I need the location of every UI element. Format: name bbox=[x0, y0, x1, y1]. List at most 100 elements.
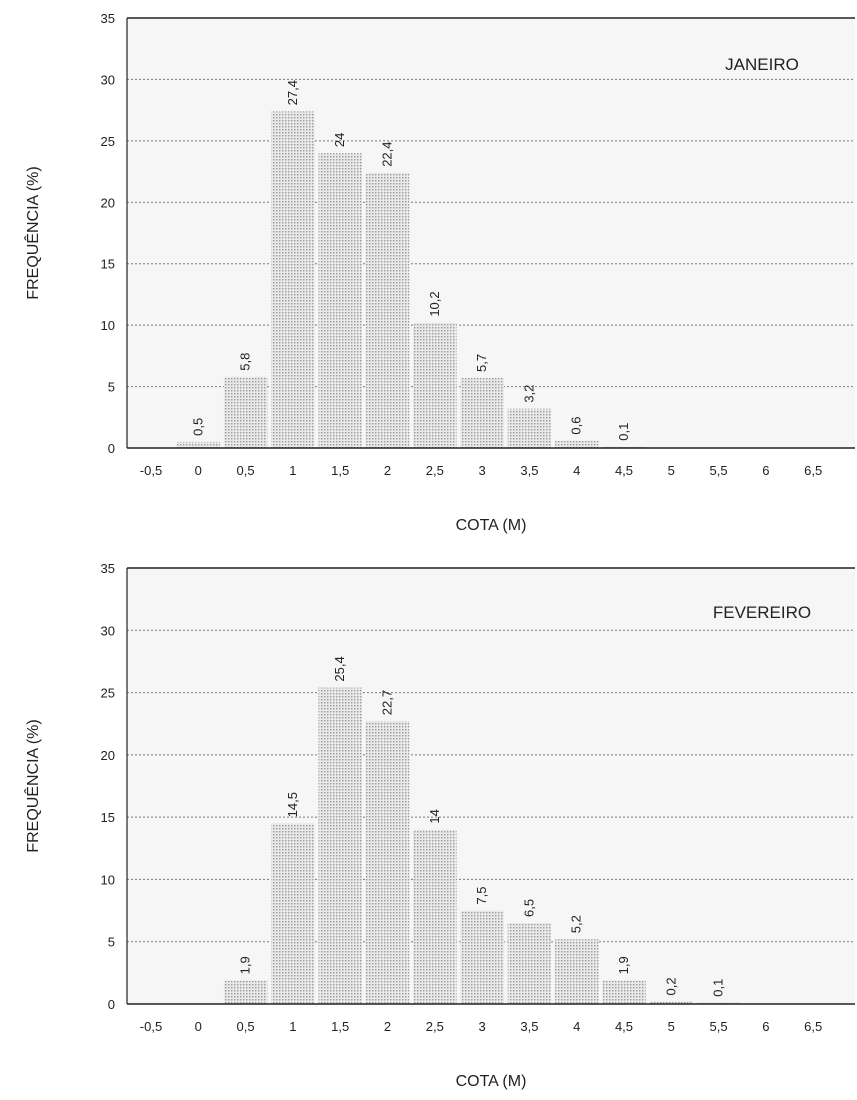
x-tick-label: 6 bbox=[762, 463, 769, 478]
y-tick-label: 15 bbox=[101, 257, 115, 272]
bar bbox=[602, 980, 646, 1004]
y-tick-label: 5 bbox=[108, 935, 115, 950]
x-tick-label: 3,5 bbox=[520, 1019, 538, 1034]
x-tick-label: -0,5 bbox=[140, 463, 162, 478]
x-tick-label: 4 bbox=[573, 463, 580, 478]
x-tick-label: 0 bbox=[195, 463, 202, 478]
bar bbox=[176, 441, 221, 448]
bar-value-label: 22,4 bbox=[380, 141, 395, 166]
bar bbox=[223, 376, 268, 448]
plot-area-january bbox=[127, 18, 855, 448]
bar-value-label: 7,5 bbox=[474, 886, 489, 904]
y-tick-label: 0 bbox=[108, 441, 115, 456]
bar bbox=[271, 823, 315, 1004]
bar bbox=[271, 111, 315, 448]
x-tick-label: 0,5 bbox=[237, 463, 255, 478]
bar-value-label: 10,2 bbox=[427, 291, 442, 316]
x-tick-label: 4,5 bbox=[615, 463, 633, 478]
y-tick-label: 20 bbox=[101, 195, 115, 210]
bar bbox=[413, 322, 457, 448]
x-tick-label: 5,5 bbox=[710, 463, 728, 478]
x-tick-label: 1 bbox=[289, 463, 296, 478]
x-tick-label: 3,5 bbox=[520, 463, 538, 478]
bar-value-label: 0,6 bbox=[569, 417, 584, 435]
bar bbox=[554, 939, 599, 1004]
bar-value-label: 0,1 bbox=[616, 423, 631, 441]
y-tick-label: 30 bbox=[101, 72, 115, 87]
y-tick-label: 20 bbox=[101, 748, 115, 763]
y-tick-label: 10 bbox=[101, 872, 115, 887]
y-tick-label: 30 bbox=[101, 623, 115, 638]
y-tick-label: 10 bbox=[101, 318, 115, 333]
bar bbox=[460, 910, 504, 1004]
y-tick-labels-january: 0 5 10 15 20 25 30 35 bbox=[101, 11, 115, 456]
bar-value-label: 3,2 bbox=[521, 385, 536, 403]
bar-value-label: 24 bbox=[332, 133, 347, 147]
x-tick-label: -0,5 bbox=[140, 1019, 162, 1034]
bar bbox=[223, 980, 268, 1004]
bar-value-label: 0,1 bbox=[711, 979, 726, 997]
x-tick-labels-january: -0,5 0 0,5 1 1,5 2 2,5 3 3,5 4 4,5 5 5,5 6 6,5 bbox=[140, 463, 822, 478]
x-tick-label: 5 bbox=[668, 1019, 675, 1034]
bar bbox=[365, 721, 410, 1004]
bar-value-label: 1,9 bbox=[616, 956, 631, 974]
bar bbox=[460, 377, 504, 448]
bar-value-label: 6,5 bbox=[521, 899, 536, 917]
y-axis-title-february: FREQUÊNCIA (%) bbox=[23, 719, 42, 852]
bar-value-label: 14,5 bbox=[285, 792, 300, 817]
y-tick-labels-february: 0 5 10 15 20 25 30 35 bbox=[101, 561, 115, 1012]
x-tick-label: 1,5 bbox=[331, 463, 349, 478]
bar-value-label: 27,4 bbox=[285, 80, 300, 105]
chart-february: 0 5 10 15 20 25 30 35 -0,5 0 0,5 1 1,5 2 2,5 3 3,5 4 4,5 5… bbox=[23, 561, 855, 1090]
x-tick-label: 3 bbox=[478, 463, 485, 478]
panel-label-january: JANEIRO bbox=[725, 55, 799, 74]
x-tick-labels-february: -0,5 0 0,5 1 1,5 2 2,5 3 3,5 4 4,5 5 5,5 6 6,5 bbox=[140, 1019, 822, 1034]
bar-value-label: 22,7 bbox=[380, 690, 395, 715]
bar-value-label: 14 bbox=[427, 809, 442, 823]
x-tick-label: 0,5 bbox=[237, 1019, 255, 1034]
x-tick-label: 1 bbox=[289, 1019, 296, 1034]
bar bbox=[413, 829, 457, 1004]
bar-value-label: 0,2 bbox=[663, 977, 678, 995]
bar bbox=[365, 172, 410, 449]
value-labels-january: 0,5 5,8 27,4 24 22,4 10,2 5,7 3,2 0,6 0,1 bbox=[190, 80, 631, 441]
y-tick-label: 5 bbox=[108, 380, 115, 395]
x-tick-label: 2 bbox=[384, 1019, 391, 1034]
x-tick-label: 2,5 bbox=[426, 1019, 444, 1034]
bars-january bbox=[176, 111, 646, 449]
bar-value-label: 5,2 bbox=[569, 915, 584, 933]
x-tick-label: 6,5 bbox=[804, 1019, 822, 1034]
x-tick-label: 4 bbox=[573, 1019, 580, 1034]
y-tick-label: 35 bbox=[101, 561, 115, 576]
y-tick-label: 35 bbox=[101, 11, 115, 26]
bar bbox=[318, 687, 362, 1004]
x-tick-label: 1,5 bbox=[331, 1019, 349, 1034]
y-tick-label: 25 bbox=[101, 686, 115, 701]
bar-value-label: 1,9 bbox=[238, 956, 253, 974]
bar-value-label: 0,5 bbox=[190, 418, 205, 436]
bar-value-label: 5,8 bbox=[238, 353, 253, 371]
y-tick-label: 15 bbox=[101, 810, 115, 825]
x-tick-label: 0 bbox=[195, 1019, 202, 1034]
bar bbox=[554, 440, 599, 448]
x-tick-label: 4,5 bbox=[615, 1019, 633, 1034]
chart-january: 0 5 10 15 20 25 30 35 -0,5 0 0,5 1 1,5 2 2,5 3 3,5 4 4,5 5… bbox=[23, 11, 855, 534]
bars-february bbox=[223, 687, 741, 1004]
x-tick-label: 6 bbox=[762, 1019, 769, 1034]
bar bbox=[649, 1001, 694, 1004]
x-axis-title-february: COTA (M) bbox=[456, 1073, 527, 1090]
panel-label-february: FEVEREIRO bbox=[713, 603, 811, 622]
x-tick-label: 2,5 bbox=[426, 463, 444, 478]
bar bbox=[318, 153, 362, 448]
x-tick-label: 5 bbox=[668, 463, 675, 478]
x-tick-label: 6,5 bbox=[804, 463, 822, 478]
bar bbox=[507, 408, 552, 448]
bar-value-label: 5,7 bbox=[474, 354, 489, 372]
x-axis-title-january: COTA (M) bbox=[456, 517, 527, 534]
y-tick-label: 0 bbox=[108, 997, 115, 1012]
y-tick-label: 25 bbox=[101, 134, 115, 149]
x-tick-label: 5,5 bbox=[710, 1019, 728, 1034]
x-tick-label: 3 bbox=[478, 1019, 485, 1034]
value-labels-february: 1,9 14,5 25,4 22,7 14 7,5 6,5 5,2 1,9 0,2 0,1 bbox=[238, 656, 726, 996]
